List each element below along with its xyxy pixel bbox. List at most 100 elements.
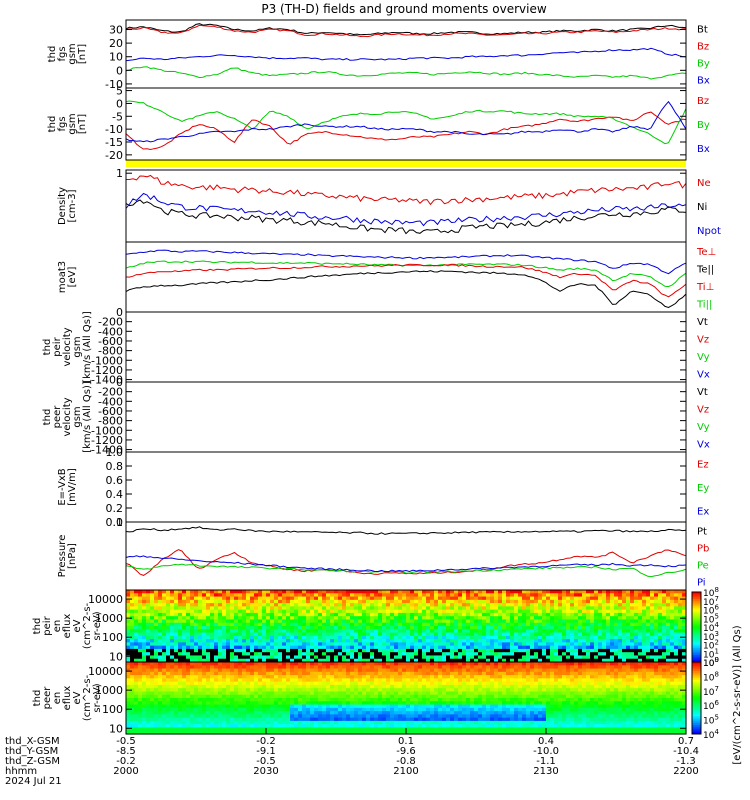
spectrogram-cell <box>382 675 387 679</box>
spectrogram-cell <box>486 622 491 627</box>
spectrogram-cell <box>358 655 363 660</box>
spectrogram-cell <box>358 724 363 729</box>
spectrogram-cell <box>542 603 547 607</box>
spectrogram-cell <box>350 593 355 598</box>
spectrogram-cell <box>190 593 195 598</box>
spectrogram-cell <box>126 714 131 719</box>
spectrogram-cell <box>462 632 467 637</box>
spectrogram-cell <box>166 717 171 722</box>
spectrogram-cell <box>518 606 523 611</box>
spectrogram-cell <box>390 727 395 732</box>
spectrogram-cell <box>490 626 495 630</box>
spectrogram-cell <box>330 603 335 607</box>
y-axis-label: peir <box>42 615 53 635</box>
spectrogram-cell <box>478 645 483 650</box>
spectrogram-cell <box>350 707 355 712</box>
spectrogram-cell <box>610 635 615 640</box>
spectrogram-cell <box>402 711 407 715</box>
spectrogram-cell <box>202 665 207 670</box>
panel-frame <box>125 381 687 453</box>
spectrogram-cell <box>366 694 371 699</box>
spectrogram-cell <box>186 727 191 732</box>
spectrogram-cell <box>322 590 327 594</box>
spectrogram-cell <box>638 599 643 604</box>
spectrogram-cell <box>202 599 207 604</box>
spectrogram-cell <box>146 635 151 640</box>
spectrogram-cell <box>378 626 383 630</box>
spectrogram-cell <box>594 648 599 653</box>
spectrogram-cell <box>530 648 535 653</box>
spectrogram-cell <box>666 635 671 640</box>
spectrogram-cell <box>182 632 187 637</box>
spectrogram-cell <box>326 606 331 611</box>
spectrogram-cell <box>354 671 359 676</box>
spectrogram-cell <box>614 658 619 663</box>
spectrogram-cell <box>210 730 215 735</box>
spectrogram-cell <box>390 717 395 722</box>
spectrogram-cell <box>406 612 411 617</box>
spectrogram-cell <box>622 658 627 663</box>
spectrogram-cell <box>418 681 423 686</box>
spectrogram-cell <box>334 648 339 653</box>
spectrogram-cell <box>538 635 543 640</box>
spectrogram-cell <box>182 698 187 702</box>
spectrogram-cell <box>274 662 279 666</box>
spectrogram-cell <box>326 691 331 696</box>
spectrogram-cell <box>330 665 335 670</box>
spectrogram-cell <box>326 678 331 683</box>
spectrogram-cell <box>382 691 387 696</box>
spectrogram-cell <box>210 639 215 643</box>
spectrogram-cell <box>494 609 499 614</box>
spectrogram-cell <box>534 645 539 650</box>
spectrogram-cell <box>278 717 283 722</box>
spectrogram-cell <box>186 629 191 634</box>
spectrogram-cell <box>570 629 575 634</box>
spectrogram-cell <box>186 662 191 666</box>
spectrogram-cell <box>554 599 559 604</box>
spectrogram-cell <box>674 648 679 653</box>
spectrogram-cell <box>618 639 623 643</box>
spectrogram-cell <box>494 616 499 621</box>
spectrogram-cell <box>210 616 215 621</box>
spectrogram-cell <box>578 612 583 617</box>
spectrogram-cell <box>278 648 283 653</box>
spectrogram-cell <box>322 639 327 643</box>
spectrogram-cell <box>350 648 355 653</box>
spectrogram-cell <box>182 665 187 670</box>
spectrogram-cell <box>206 714 211 719</box>
spectrogram-cell <box>234 648 239 653</box>
spectrogram-cell <box>506 593 511 598</box>
spectrogram-cell <box>190 681 195 686</box>
spectrogram-cell <box>594 658 599 663</box>
spectrogram-cell <box>590 599 595 604</box>
spectrogram-cell <box>238 681 243 686</box>
spectrogram-cell <box>406 635 411 640</box>
spectrogram-cell <box>510 606 515 611</box>
spectrogram-cell <box>378 652 383 657</box>
spectrogram-cell <box>306 691 311 696</box>
spectrogram-cell <box>242 717 247 722</box>
spectrogram-cell <box>614 645 619 650</box>
spectrogram-cell <box>126 698 131 702</box>
spectrogram-cell <box>546 622 551 627</box>
spectrogram-cell <box>430 626 435 630</box>
spectrogram-cell <box>214 635 219 640</box>
spectrogram-cell <box>570 642 575 647</box>
spectrogram-cell <box>594 626 599 630</box>
spectrogram-cell <box>138 675 143 679</box>
spectrogram-cell <box>578 603 583 607</box>
spectrogram-cell <box>210 671 215 676</box>
spectrogram-cell <box>370 698 375 702</box>
spectrogram-cell <box>302 655 307 660</box>
spectrogram-cell <box>346 622 351 627</box>
spectrogram-cell <box>362 619 367 624</box>
spectrogram-cell <box>370 622 375 627</box>
spectrogram-cell <box>478 639 483 643</box>
spectrogram-cell <box>306 720 311 725</box>
spectrogram-cell <box>538 639 543 643</box>
spectrogram-cell <box>642 655 647 660</box>
spectrogram-cell <box>654 629 659 634</box>
y-tick-label: -1400 <box>91 444 123 457</box>
spectrogram-cell <box>442 609 447 614</box>
